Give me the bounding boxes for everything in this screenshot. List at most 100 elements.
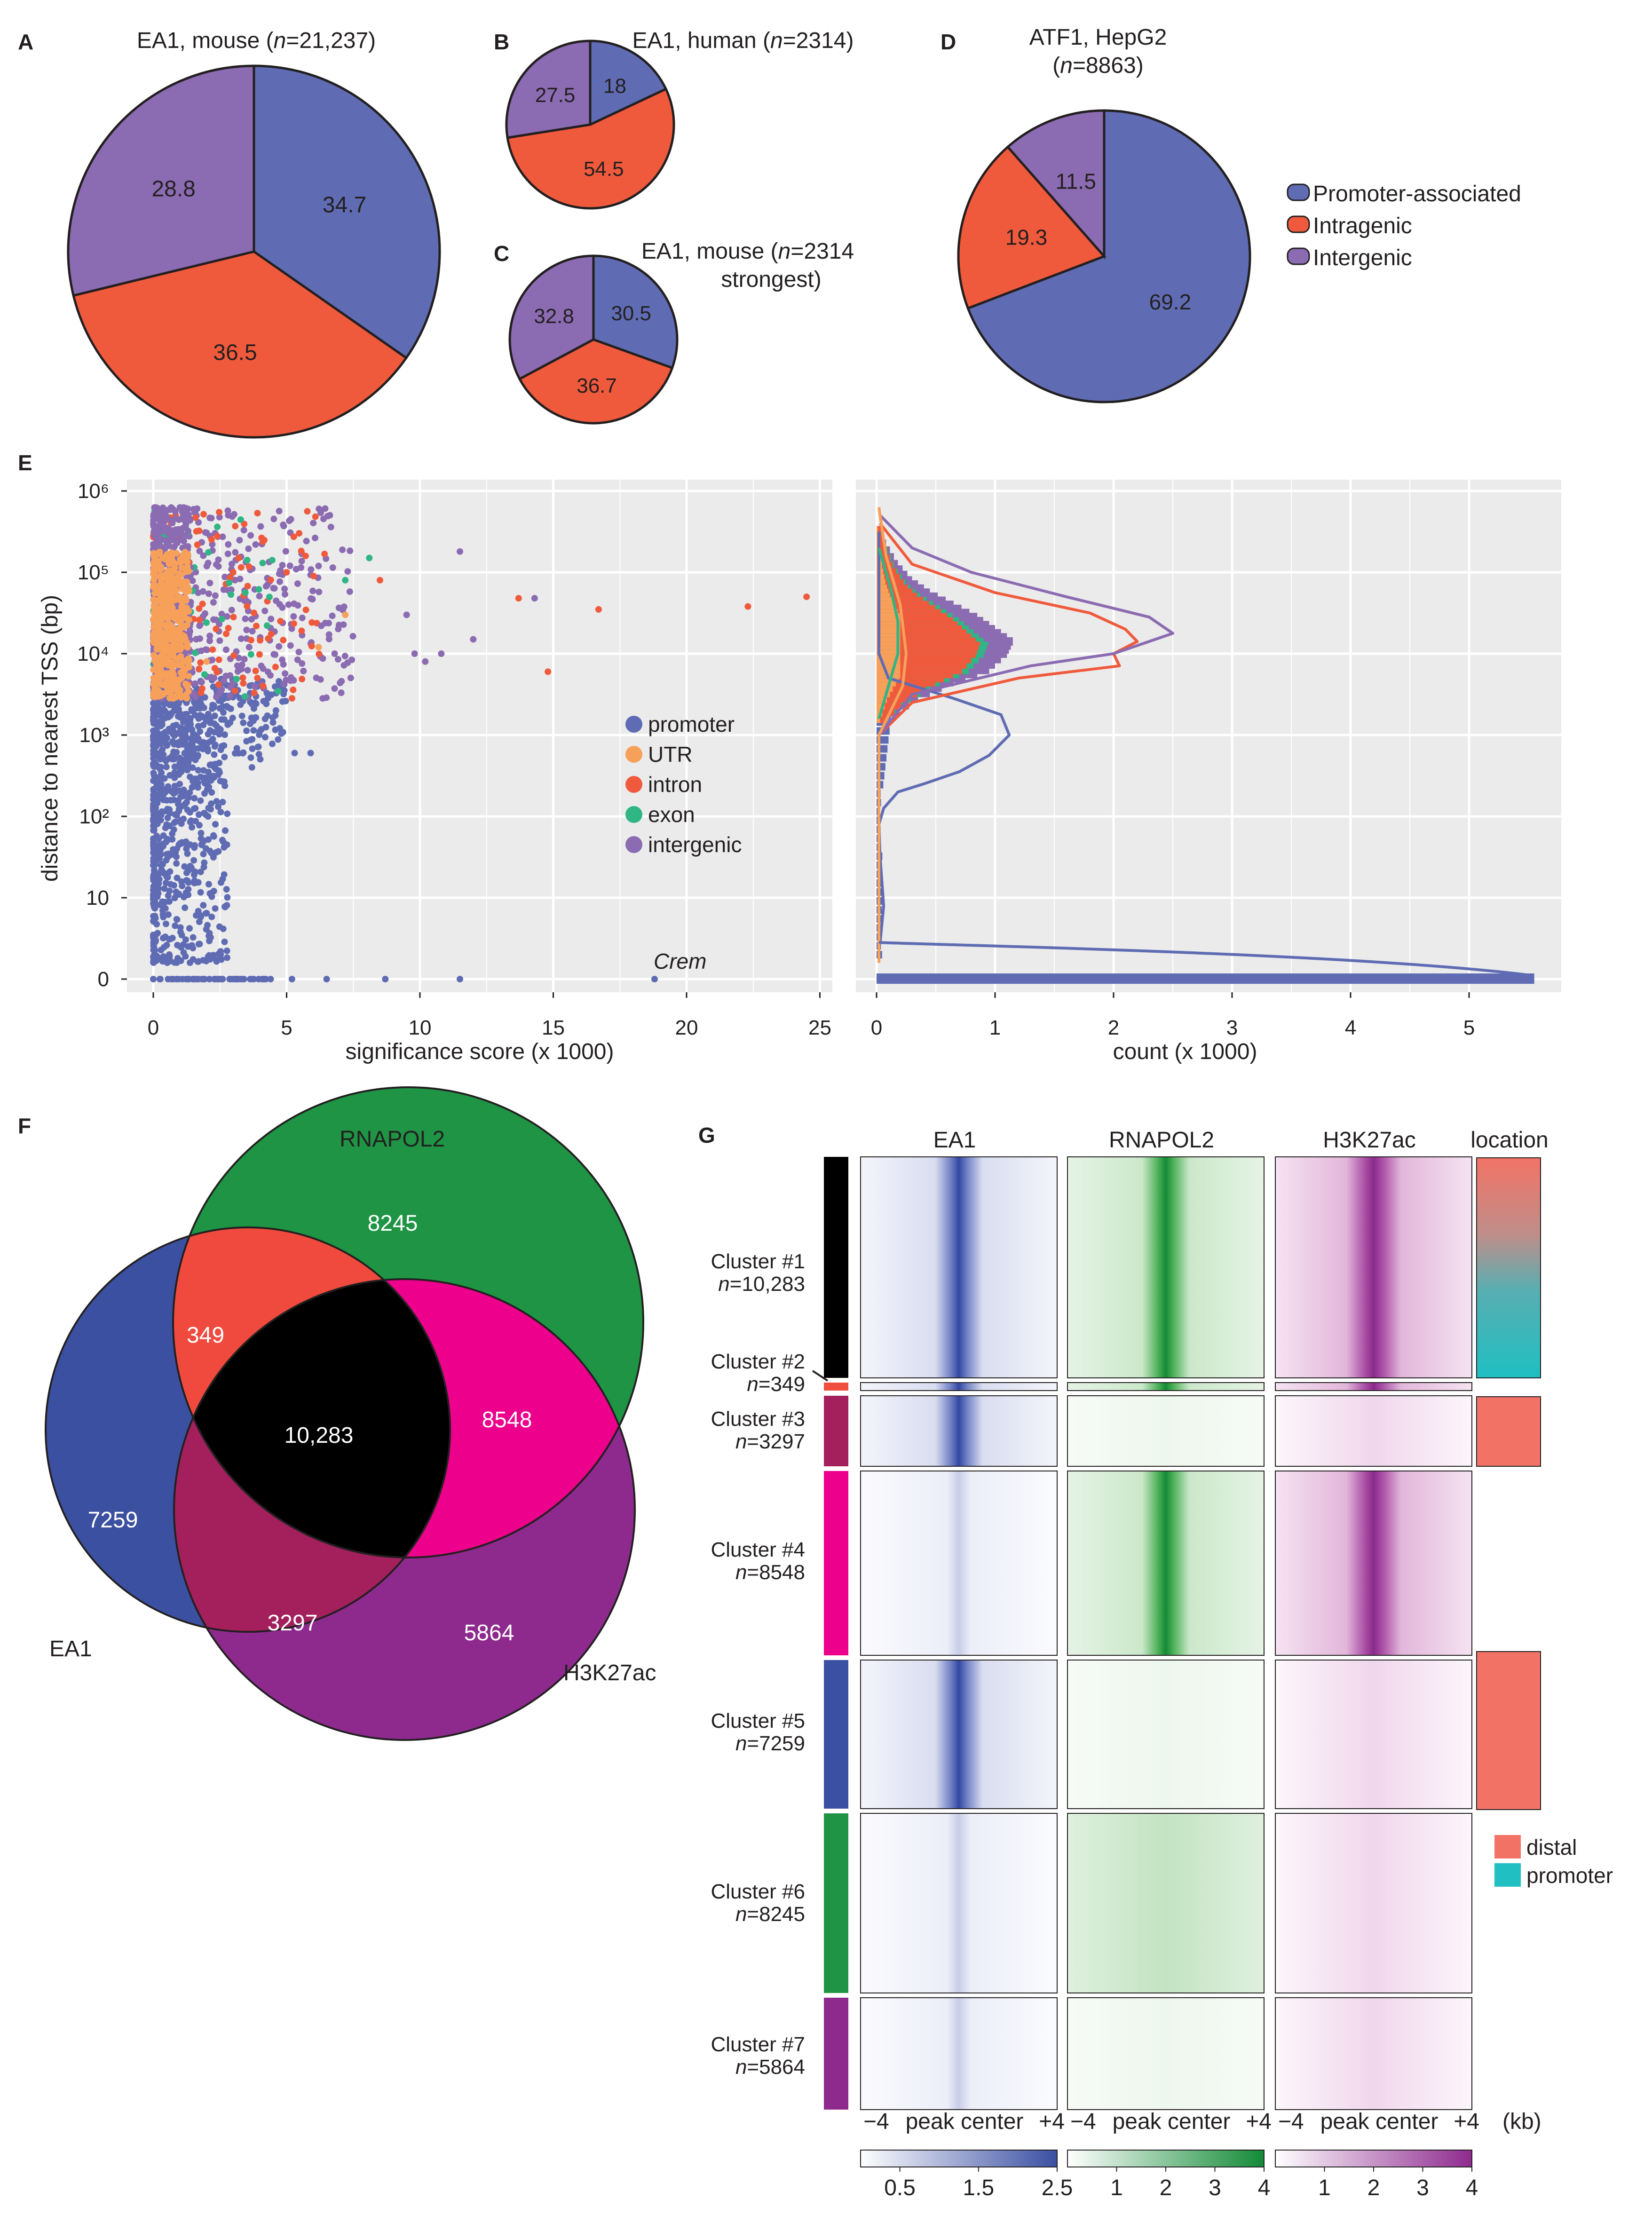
scatter-point [290,613,297,620]
scatter-point [244,667,251,674]
scatter-point [287,674,294,681]
scatter-point [157,572,164,579]
scatter-point [177,793,184,800]
heatmap-axis-center: peak center [1113,2109,1231,2134]
scatter-legend-intron: intron [648,772,702,797]
scatter-point [234,668,241,675]
scatter-point [225,625,232,632]
scatter-point [172,818,179,825]
legend-swatch-intergenic [1287,247,1310,265]
scatter-point-exon [259,560,266,567]
pie-c-title-line1: EA1, mouse (n=2314 [641,239,854,264]
scatter-point [160,648,167,655]
scatter-point [153,636,160,643]
scatter-point [163,595,170,602]
scatter-point [216,923,223,930]
scatter-point [199,601,206,608]
scatter-point [231,750,238,757]
scatter-point-intron [803,593,810,601]
scatter-point [168,504,175,511]
scatter-point [244,602,251,609]
scatter-point [338,689,345,696]
scatter-point [163,941,170,949]
scatter-point [249,745,256,752]
scatter-point [296,530,303,537]
pie-a-slice-2 [67,64,255,297]
scatter-point [277,617,284,625]
scatter-point [237,516,244,523]
location-cluster-5 [1476,1651,1541,1810]
scatter-point [250,976,257,982]
scatter-point [172,922,179,929]
scatter-point [227,692,234,699]
scatter-point [200,721,207,728]
scatter-point [325,619,332,626]
scatter-point [224,507,231,514]
scatter-point [163,857,170,864]
cluster-label-1: Cluster #1 [711,1250,805,1273]
scatter-point [252,699,259,706]
histogram-density-exon [877,547,900,720]
scatter-point [164,655,171,662]
scatter-point [166,868,174,875]
scatter-point [176,728,183,735]
cluster-count-5: n=7259 [735,1732,805,1755]
scatter-point [250,727,257,734]
scatter-point-utr [342,611,349,618]
scatter-point [210,704,217,711]
scatter-point [166,695,173,702]
scatter-point [269,719,277,726]
scatter-point [163,763,170,770]
scatter-point [190,871,198,878]
scatter-legend: promoter UTR intron exon intergenic [625,712,742,857]
scatter-point [193,636,200,643]
scatter-point [256,593,263,600]
heatmap-axis-left: −4 [1070,2109,1096,2134]
scatter-point [160,730,167,737]
scatter-point [237,976,245,982]
scatter-point [252,541,259,548]
scatter-point [275,688,282,695]
scatter-point [169,934,176,941]
scatter-point [163,742,170,749]
colorbar-tick: 2 [1367,2175,1380,2200]
scatter-point [222,672,229,680]
scatter-point [155,753,162,760]
scatter-point [197,869,204,876]
scatter-point [186,789,193,796]
scatter-point [299,675,306,682]
scatter-point [215,767,222,774]
scatter-point [184,976,191,982]
scatter-point [213,625,220,633]
pie-legend: Promoter-associated Intragenic Intergeni… [1287,182,1521,270]
histogram-density-utr [877,507,908,963]
scatter-point [230,511,237,518]
scatter-point [170,748,177,755]
scatter-y-tick: 10² [79,805,109,828]
cluster-bar-5 [824,1660,848,1809]
panel-letter-g: G [698,1123,715,1147]
pie-c-slice-1 [518,338,674,425]
scatter-point [182,551,189,558]
scatter-x-tick: 5 [281,1016,292,1039]
cluster-2-pointer [812,1370,829,1382]
scatter-point [217,808,224,815]
scatter-point [299,614,306,621]
scatter-point [219,703,226,710]
scatter-point [258,726,265,733]
scatter-point [294,580,301,587]
scatter-point [166,850,173,857]
scatter-point [152,915,159,922]
scatter-point [183,567,190,574]
scatter-point [276,507,283,514]
scatter-point [216,514,223,521]
scatter-point [235,655,242,662]
scatter-point [316,588,323,595]
scatter-point [175,537,182,544]
scatter-point [238,712,245,720]
scatter-point [344,568,351,575]
scatter-point [152,845,159,852]
scatter-point [228,591,235,598]
scatter-point [159,753,166,760]
scatter-point [196,527,203,534]
